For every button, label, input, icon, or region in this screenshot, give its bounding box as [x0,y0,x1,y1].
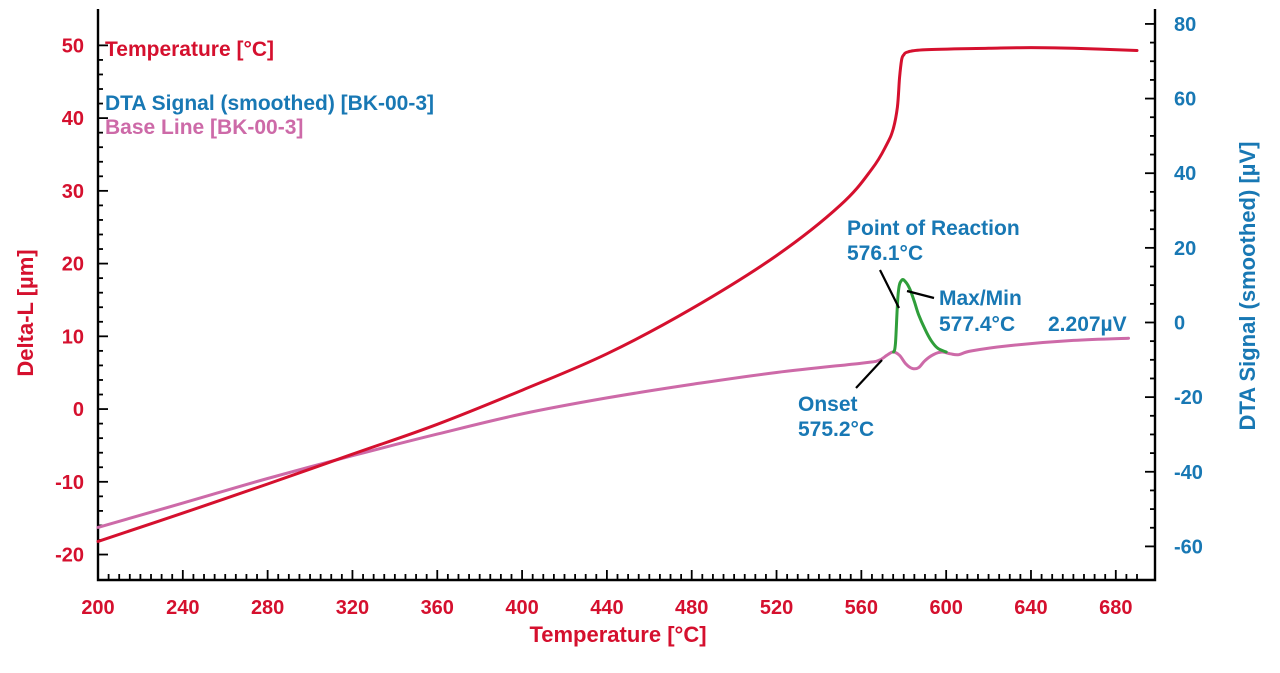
x-tick-label: 480 [675,597,708,619]
onset-value: 575.2°C [798,418,874,441]
plot-border [96,9,1157,582]
left-tick-label: 40 [62,108,84,130]
annotation-onset: Onset 575.2°C [798,359,883,441]
right-axis-title: DTA Signal (smoothed) [µV] [1235,142,1260,431]
point-of-reaction-leader [879,269,900,309]
max-min-value: 577.4°C [939,313,1015,336]
left-tick-label: 0 [73,399,84,421]
left-tick-label: -10 [55,472,84,494]
series-base-line-bk-00-3 [96,336,1130,529]
right-tick-label: 80 [1174,14,1196,36]
x-tick-label: 600 [929,597,962,619]
max-min-extra: 2.207µV [1048,313,1127,336]
onset-leader [855,359,883,389]
left-tick-label: -20 [55,545,84,567]
x-tick-label: 400 [505,597,538,619]
onset-label: Onset [798,393,858,416]
max-min-label: Max/Min [939,287,1022,310]
left-tick-label: 20 [62,254,84,276]
annotation-point-of-reaction: Point of Reaction 576.1°C [847,217,1020,309]
series-dta-signal-smoothed-bk-00-3 [892,278,948,354]
series-layer [96,46,1139,543]
right-tick-label: -60 [1174,536,1203,558]
right-tick-label: -40 [1174,462,1203,484]
x-tick-label: 680 [1099,597,1132,619]
right-axis-ticks: 80 60 40 20 0 -20 -40 -60 [1145,14,1203,558]
point-of-reaction-value: 576.1°C [847,242,923,265]
x-tick-label: 280 [251,597,284,619]
legend-base-line: Base Line [BK-00-3] [105,116,303,139]
x-tick-label: 520 [760,597,793,619]
left-tick-label: 50 [62,35,84,57]
x-tick-label: 560 [845,597,878,619]
right-tick-label: 60 [1174,89,1196,111]
right-tick-label: 20 [1174,238,1196,260]
left-tick-label: 10 [62,326,84,348]
x-tick-label: 440 [590,597,623,619]
x-tick-label: 200 [81,597,114,619]
right-tick-label: 40 [1174,163,1196,185]
left-axis-ticks: 50 40 30 20 10 0 -10 -20 [55,35,108,567]
right-tick-label: -20 [1174,387,1203,409]
x-tick-label: 320 [336,597,369,619]
annotation-max-min: Max/Min 577.4°C 2.207µV [906,287,1127,336]
left-tick-label: 30 [62,181,84,203]
series-temperature-c [96,46,1139,543]
plot-area-frame [96,9,1157,582]
x-axis-ticks: 200 240 280 320 360 400 440 480 520 560 600 640 680 [81,570,1138,619]
left-axis-title: Delta-L [µm] [13,249,38,376]
x-tick-label: 360 [421,597,454,619]
x-tick-label: 640 [1014,597,1047,619]
x-tick-label: 240 [166,597,199,619]
right-tick-label: 0 [1174,312,1185,334]
x-axis-title: Temperature [°C] [529,622,706,647]
point-of-reaction-label: Point of Reaction [847,217,1020,240]
legend-temperature: Temperature [°C] [105,38,274,61]
max-min-leader [906,289,935,300]
legend-dta-signal: DTA Signal (smoothed) [BK-00-3] [105,92,434,115]
